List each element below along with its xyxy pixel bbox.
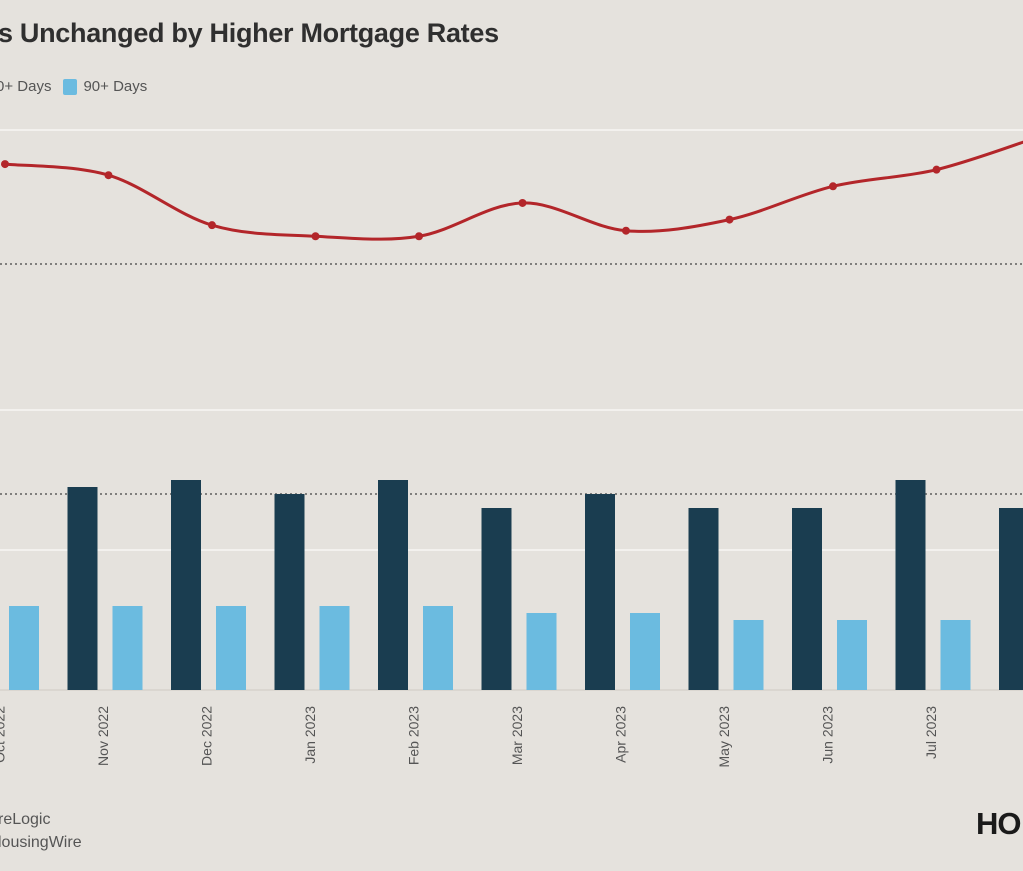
legend-label-90-days: 90+ Days <box>83 78 148 95</box>
legend-label-0-days: 0+ Days <box>0 78 52 95</box>
bar-0-days <box>585 494 615 690</box>
bar-90-days <box>630 613 660 690</box>
line-point <box>932 165 941 174</box>
source-line: reLogic <box>0 811 51 828</box>
chart-credit-line: lousingWire <box>0 834 82 851</box>
x-tick-label: Dec 2022 <box>199 706 215 766</box>
bar-0-days <box>481 508 512 690</box>
x-tick-label: Mar 2023 <box>509 706 525 765</box>
source-credit: reLogic lousingWire <box>0 808 82 854</box>
x-tick-label: Feb 2023 <box>406 706 422 765</box>
bar-90-days <box>526 613 557 690</box>
bar-0-days <box>171 480 201 690</box>
line-point <box>518 198 527 207</box>
bar-0-days <box>378 480 408 690</box>
bar-90-days <box>9 606 39 690</box>
bar-90-days <box>216 606 246 690</box>
delinquency-rate-line <box>4 140 1023 241</box>
brand-logo: HO <box>976 806 1021 841</box>
bar-90-days <box>112 606 143 690</box>
bar-0-days <box>792 508 822 690</box>
bar-0-days <box>895 480 926 690</box>
line-point <box>415 232 423 241</box>
line-point <box>622 226 630 235</box>
bar-0-days <box>67 487 98 690</box>
line-point <box>208 221 216 230</box>
bar-90-days <box>837 620 867 690</box>
bar-0-days <box>999 508 1023 690</box>
x-tick-label: Jul 2023 <box>923 706 939 759</box>
chart-title: s Unchanged by Higher Mortgage Rates <box>0 18 499 48</box>
x-tick-label: Nov 2022 <box>95 706 111 766</box>
bar-90-days <box>733 620 764 690</box>
bar-0-days <box>688 508 719 690</box>
x-tick-label: Jan 2023 <box>302 706 318 764</box>
x-tick-label: Oct 2022 <box>0 706 8 763</box>
line-point <box>829 182 837 191</box>
line-point <box>311 232 320 241</box>
line-point <box>104 171 113 180</box>
bar-0-days <box>274 494 305 690</box>
line-point <box>1 160 9 169</box>
x-tick-label: May 2023 <box>716 706 732 768</box>
bar-90-days <box>423 606 453 690</box>
x-tick-label: Apr 2023 <box>613 706 629 763</box>
legend: 0+ Days 90+ Days <box>0 78 147 95</box>
x-tick-label: Jun 2023 <box>820 706 836 764</box>
legend-swatch-90-days <box>63 78 78 95</box>
line-point <box>725 215 734 224</box>
bar-90-days <box>940 620 971 690</box>
bar-90-days <box>319 606 350 690</box>
